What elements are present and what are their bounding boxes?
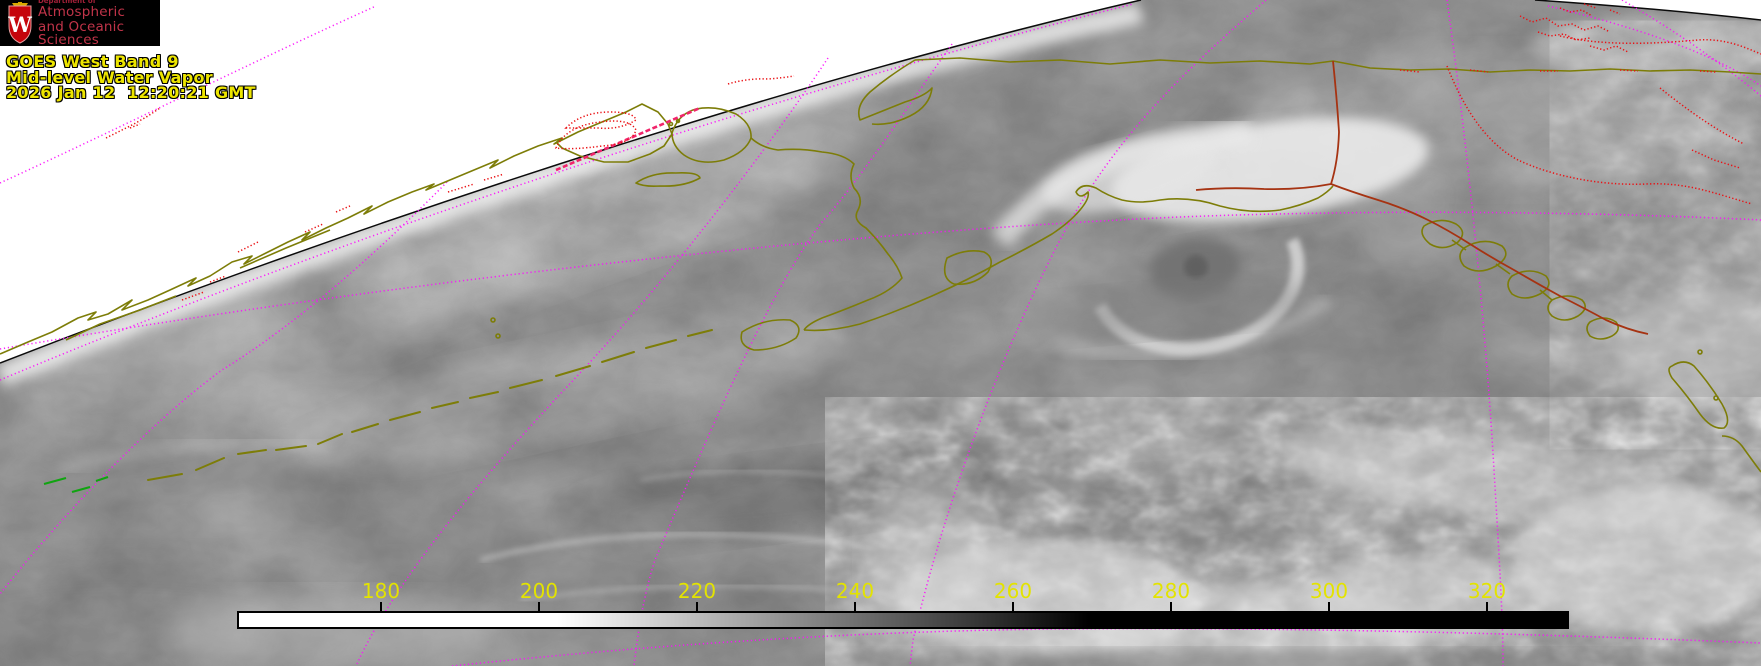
colorbar-tick — [854, 602, 856, 612]
coastlines — [0, 57, 1761, 494]
uw-crest-icon: W — [7, 2, 32, 44]
limb-edge-line-ne — [1534, 0, 1761, 21]
product-timestamp: 2026 Jan 12 12:20:21 GMT — [6, 83, 256, 102]
colorbar-tick — [1170, 602, 1172, 612]
svg-text:W: W — [7, 12, 32, 37]
political-borders — [555, 60, 1649, 335]
maritime-boundary-line — [555, 106, 701, 172]
green-boundary-marks — [43, 475, 109, 494]
logo-dept-line1: Atmospheric — [38, 4, 126, 21]
colorbar-tick — [1012, 602, 1014, 612]
colorbar-tick — [1328, 602, 1330, 612]
colorbar-tick — [1486, 602, 1488, 612]
colorbar-tick-label: 280 — [1151, 579, 1191, 603]
brightness-temperature-colorbar — [237, 611, 1569, 629]
rivers-lakes — [105, 3, 1761, 301]
colorbar-tick — [538, 602, 540, 612]
colorbar-tick — [696, 602, 698, 612]
colorbar-tick-label: 260 — [993, 579, 1033, 603]
logo-dept-small: Department of — [38, 0, 96, 6]
product-title-block: GOES West Band 9 Mid-level Water Vapor 2… — [6, 54, 256, 101]
colorbar-tick-label: 220 — [677, 579, 717, 603]
colorbar-tick-label: 200 — [519, 579, 559, 603]
logo-dept-line2: and Oceanic Sciences — [38, 18, 125, 49]
product-title: GOES West Band 9 — [6, 52, 179, 71]
limb-edge-line — [0, 0, 1142, 364]
earth-limb — [0, 0, 1761, 364]
uw-aos-logo: W Department of Atmospheric and Oceanic … — [0, 0, 160, 49]
colorbar-tick-label: 180 — [361, 579, 401, 603]
colorbar-tick-label: 320 — [1467, 579, 1507, 603]
colorbar-tick — [380, 602, 382, 612]
colorbar-tick-label: 300 — [1309, 579, 1349, 603]
colorbar-tick-label: 240 — [835, 579, 875, 603]
product-subtitle: Mid-level Water Vapor — [6, 67, 213, 87]
